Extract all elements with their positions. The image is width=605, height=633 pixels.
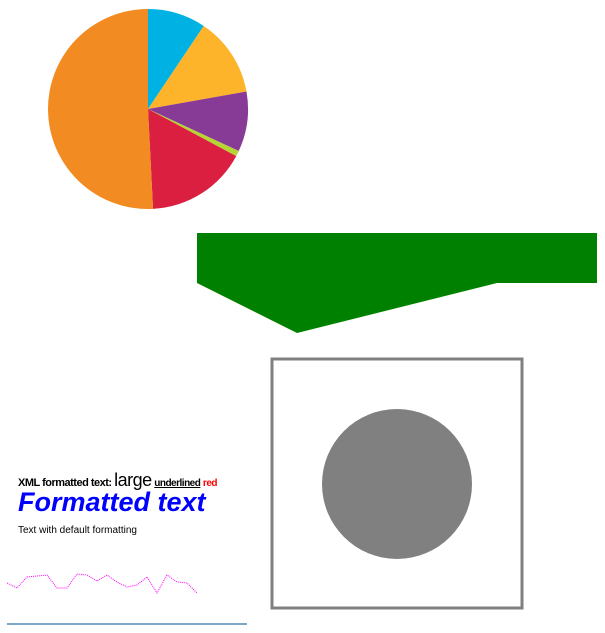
xml-formatted-text: XML formatted text: large underlined red (18, 470, 217, 491)
pie-slice-0 (148, 9, 204, 109)
pie-slice-1 (148, 25, 247, 109)
pie-chart (47, 9, 248, 210)
green-polygon (197, 233, 597, 333)
default-text: Text with default formatting (18, 525, 137, 536)
xml-prefix: XML formatted text: (18, 477, 115, 489)
pie-slice-5 (47, 9, 154, 210)
pie-slice-3 (148, 109, 239, 157)
pie-slice-4 (148, 109, 237, 209)
dotted-polyline (6, 573, 198, 594)
pie-slice-2 (148, 91, 248, 152)
gray-square (270, 357, 524, 610)
xml-underlined: underlined (154, 478, 201, 489)
xml-red: red (202, 478, 218, 489)
formatted-text: Formatted text (18, 487, 206, 517)
gray-circle (322, 409, 472, 559)
xml-large: large (114, 470, 152, 490)
